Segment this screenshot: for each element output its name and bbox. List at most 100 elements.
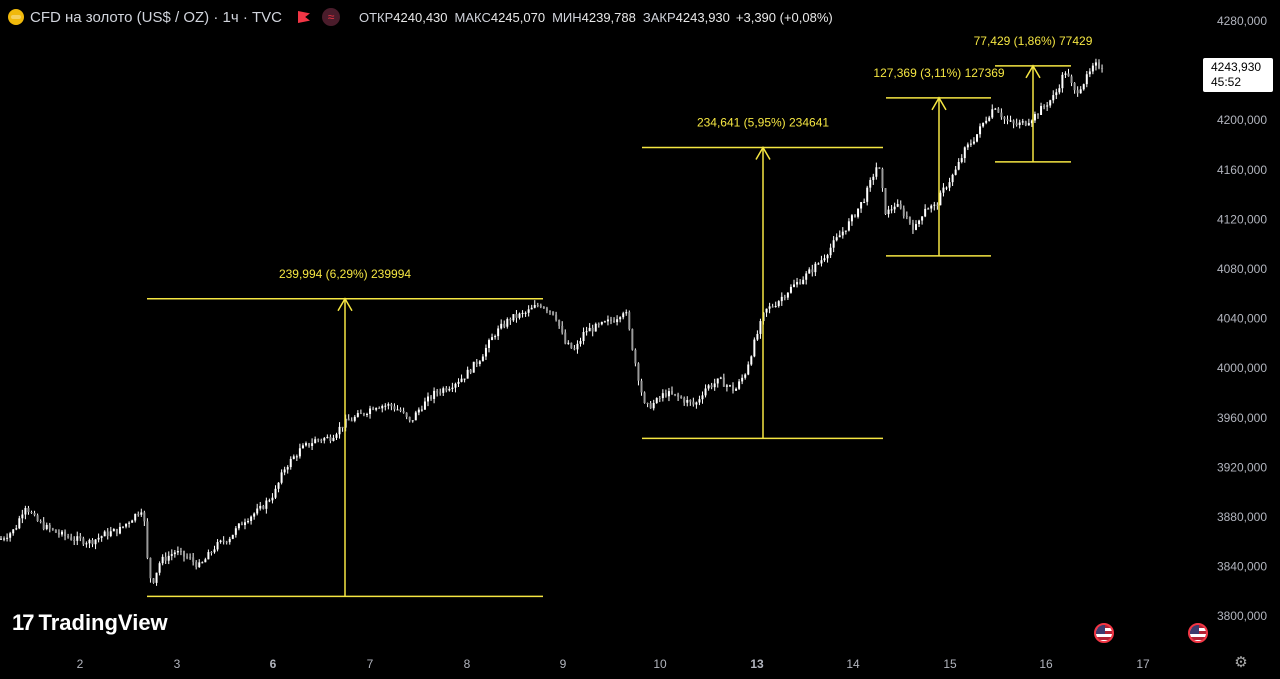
candle-body	[878, 167, 881, 169]
candle-body	[1055, 92, 1058, 96]
candle-body	[375, 408, 378, 410]
candle-body	[262, 505, 265, 509]
candle-body	[799, 282, 802, 285]
candle-body	[1061, 74, 1064, 89]
gear-icon[interactable]: ⚙	[1234, 654, 1248, 671]
candle-body	[924, 208, 927, 217]
candle-body	[603, 321, 606, 323]
candle-body	[732, 385, 734, 391]
candle-body	[155, 572, 158, 583]
symbol-header: CFD на золото (US$ / OZ) · 1ч · TVC ≈ ОТ…	[8, 6, 833, 28]
candle-body	[899, 204, 902, 209]
candle-body	[1052, 95, 1055, 101]
candle-body	[652, 402, 655, 409]
candle-body	[768, 306, 771, 309]
candle-body	[628, 312, 631, 330]
flag-icon[interactable]	[297, 11, 310, 23]
candle-body	[820, 260, 823, 264]
candle-body	[457, 381, 460, 384]
candle-body	[338, 426, 341, 435]
y-tick-label: 4080,000	[1217, 262, 1267, 276]
candle-body	[149, 557, 152, 579]
candle-body	[783, 296, 786, 298]
measure-arrow-head	[337, 297, 353, 312]
candle-body	[475, 361, 478, 365]
candle-body	[930, 205, 933, 209]
candle-body	[317, 439, 320, 441]
candle-body	[1101, 67, 1104, 69]
us-flag-icon[interactable]	[1094, 623, 1114, 643]
candle-body	[854, 215, 856, 217]
y-tick-label: 4040,000	[1217, 312, 1267, 326]
candle-body	[405, 412, 408, 417]
candle-body	[1015, 123, 1018, 125]
candle-body	[725, 385, 728, 387]
candle-body	[869, 180, 872, 188]
candle-body	[942, 187, 945, 193]
candle-body	[1000, 112, 1003, 118]
wave-icon[interactable]: ≈	[321, 8, 340, 26]
us-flag-icon[interactable]	[1188, 623, 1208, 643]
candle-body	[289, 458, 292, 468]
candle-body	[366, 413, 368, 415]
x-tick-label: 16	[1039, 657, 1053, 671]
candle-body	[692, 401, 695, 405]
candle-body	[411, 420, 414, 422]
candle-body	[128, 522, 131, 524]
candle-body	[67, 536, 70, 538]
candle-body	[594, 323, 597, 332]
candle-body	[719, 377, 722, 379]
candle-body	[94, 539, 97, 545]
candle-body	[192, 557, 195, 562]
candle-body	[311, 443, 314, 446]
candle-body	[1070, 76, 1073, 83]
candle-body	[1082, 84, 1085, 90]
candle-body	[536, 305, 539, 307]
candle-body	[564, 332, 567, 344]
candle-body	[796, 282, 799, 285]
candle-body	[1043, 106, 1046, 108]
candle-body	[472, 361, 475, 373]
candle-body	[545, 308, 548, 311]
candle-body	[256, 508, 259, 514]
candle-body	[841, 231, 844, 236]
candle-body	[442, 388, 445, 393]
candle-body	[399, 409, 402, 412]
candle-body	[805, 273, 808, 280]
y-tick-label: 4200,000	[1217, 113, 1267, 127]
candle-body	[738, 381, 741, 389]
y-tick-label: 3880,000	[1217, 510, 1267, 524]
candle-body	[521, 312, 524, 314]
candle-body	[225, 541, 228, 543]
symbol-title[interactable]: CFD на золото (US$ / OZ) · 1ч · TVC	[30, 8, 282, 26]
candle-body	[454, 383, 457, 388]
measure-label: 127,369 (3,11%) 127369	[873, 66, 1005, 80]
measure-arrow-head	[1025, 64, 1041, 79]
x-tick-label: 6	[270, 657, 277, 671]
candle-body	[54, 529, 57, 533]
low-label: МИН	[552, 9, 582, 25]
candle-body	[1079, 89, 1082, 94]
candle-body	[860, 202, 863, 209]
candle-body	[558, 319, 561, 326]
candle-body	[765, 308, 768, 313]
candle-body	[695, 402, 698, 405]
measure-label: 239,994 (6,29%) 239994	[279, 267, 411, 281]
candle-body	[774, 305, 777, 307]
candle-body	[42, 521, 45, 530]
candle-body	[1094, 62, 1097, 66]
open-value: 4240,430	[393, 9, 448, 25]
measure-arrow-head	[755, 145, 771, 160]
candle-body	[552, 311, 555, 315]
measure-label: 234,641 (5,95%) 234641	[697, 115, 829, 129]
candle-body	[570, 342, 573, 349]
candle-body	[661, 393, 664, 399]
candle-body	[186, 556, 189, 558]
candle-body	[350, 420, 353, 422]
candle-body	[301, 445, 304, 449]
candle-body	[213, 549, 216, 553]
candle-body	[555, 314, 558, 320]
candle-body	[643, 392, 646, 403]
candle-body	[585, 331, 588, 333]
